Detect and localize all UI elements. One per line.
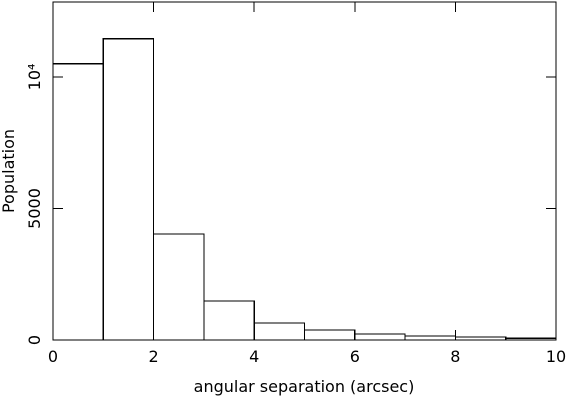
x-tick-label: 0	[48, 347, 58, 366]
bar	[203, 300, 255, 341]
bar	[354, 333, 406, 341]
bar	[253, 322, 306, 341]
x-tick-label: 4	[249, 347, 259, 366]
y-tick-label: 10⁴	[25, 64, 44, 91]
bar	[153, 233, 205, 341]
y-axis-label: Population	[0, 129, 18, 213]
y-tick-label: 0	[25, 335, 44, 345]
x-tick-label: 2	[149, 347, 159, 366]
x-tick-label: 8	[450, 347, 460, 366]
bar	[52, 63, 104, 341]
x-tick-label: 6	[350, 347, 360, 366]
y-tick-label: 5000	[25, 188, 44, 229]
bar	[303, 329, 356, 341]
bar	[102, 38, 155, 341]
x-axis-label: angular separation (arcsec)	[194, 377, 415, 396]
x-tick-label: 10	[546, 347, 566, 366]
plot-frame	[52, 1, 557, 341]
